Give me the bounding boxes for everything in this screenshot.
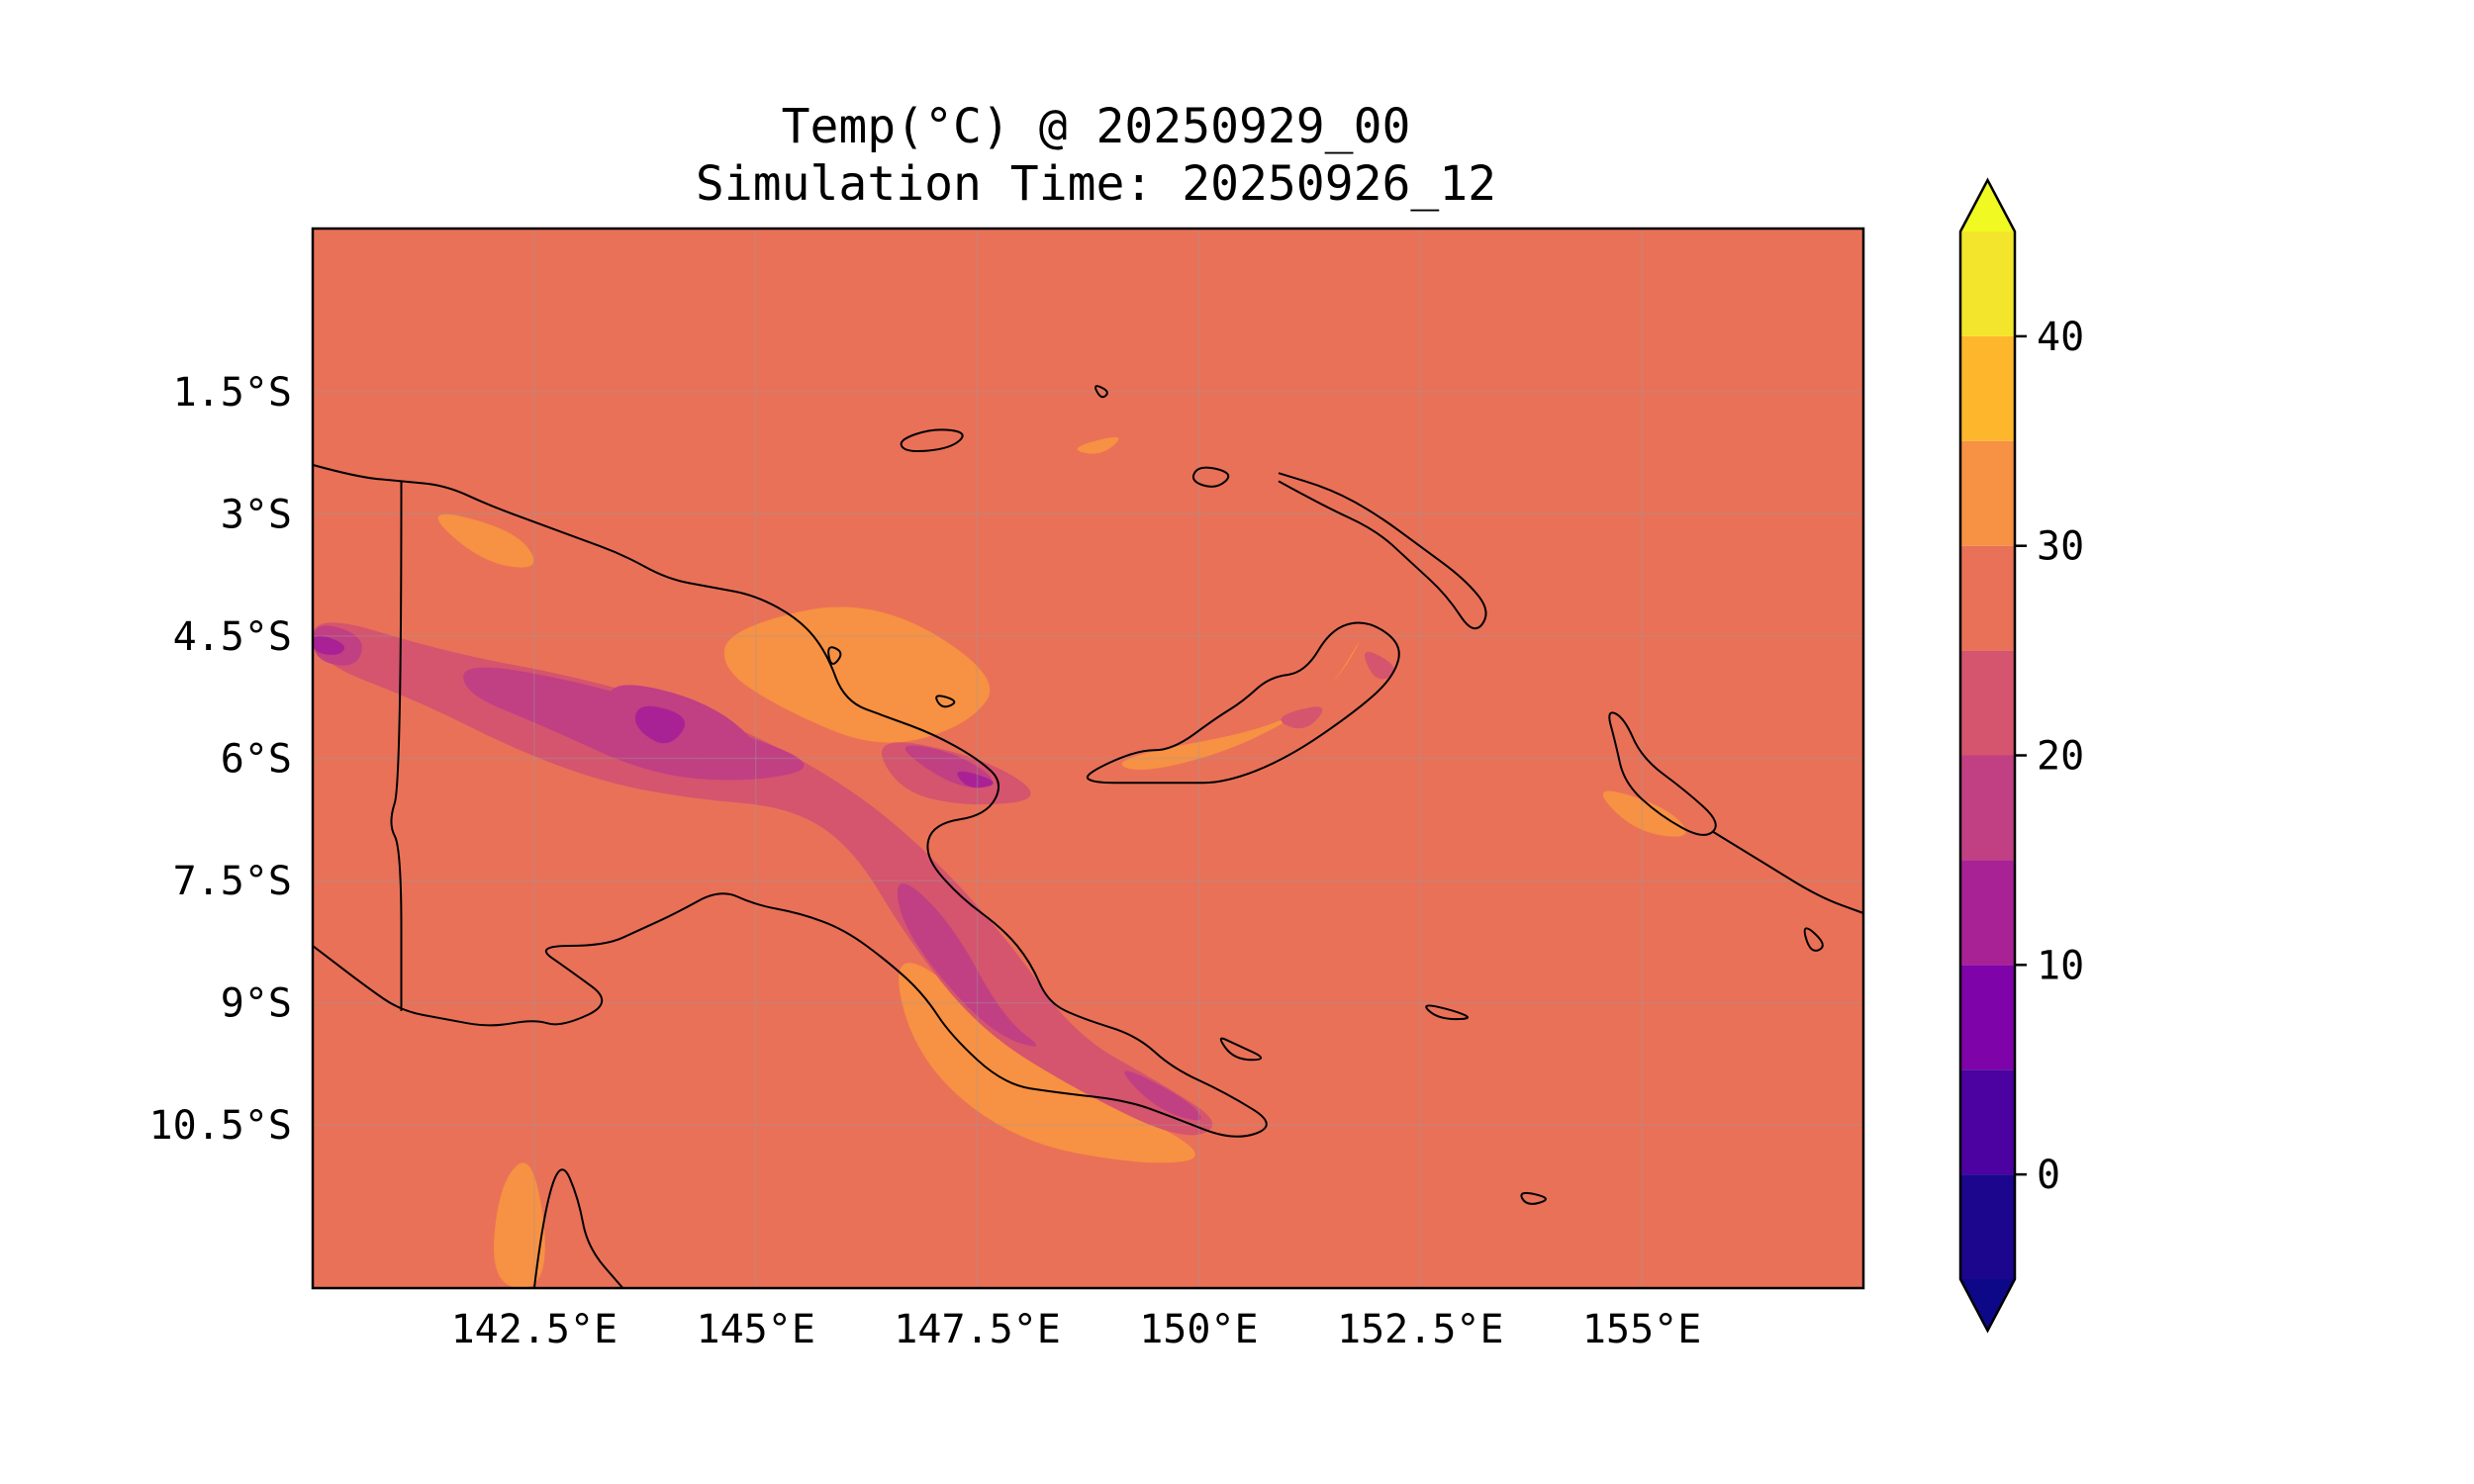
temperature-region-17 [313, 635, 345, 655]
colorbar-segment-2 [1960, 965, 2015, 1070]
temperature-contours [313, 436, 1686, 1288]
temperature-region-9 [1365, 651, 1394, 680]
coastline-1 [390, 481, 403, 1011]
coastline-7 [1712, 830, 1863, 914]
colorbar-tick-label-0: 0 [2037, 1153, 2060, 1198]
gridlines [313, 229, 1863, 1288]
temperature-region-1 [437, 513, 534, 568]
colorbar-extend-max [1960, 180, 2015, 232]
x-tick-label-3: 150°E [1139, 1307, 1258, 1352]
colorbar-segment-5 [1960, 650, 2015, 756]
map-frame [311, 227, 1865, 1290]
colorbar-outline [1958, 177, 2017, 1334]
temperature-region-6 [1602, 790, 1686, 837]
colorbar-segment-4 [1960, 755, 2015, 861]
map-area [313, 229, 1863, 1288]
temperature-region-14 [1124, 1070, 1201, 1121]
coastline-6 [1191, 466, 1230, 488]
x-tick-label-5: 155°E [1582, 1307, 1701, 1352]
temperature-region-19 [634, 705, 686, 744]
temperature-region-4 [494, 1162, 545, 1288]
colorbar-tick-label-1: 10 [2037, 943, 2084, 988]
temperature-region-0 [723, 606, 991, 743]
coastline-11 [935, 695, 956, 708]
temperature-region-18 [957, 771, 994, 788]
y-tick-label-1: 3°S [221, 492, 292, 537]
colorbar-tick-label-4: 40 [2037, 315, 2084, 360]
coastline-9 [1219, 1037, 1263, 1062]
x-tick-label-1: 145°E [697, 1307, 815, 1352]
colorbar-segment-0 [1960, 1174, 2015, 1279]
y-tick-label-6: 10.5°S [149, 1103, 293, 1149]
temperature-region-3 [1121, 642, 1360, 771]
coastline-10 [1520, 1191, 1547, 1205]
colorbar-segment-1 [1960, 1069, 2015, 1175]
y-tick-label-5: 9°S [221, 981, 292, 1027]
x-tick-label-4: 152.5°E [1337, 1307, 1504, 1352]
colorbar-extend-min [1960, 1279, 2015, 1331]
x-axis: 142.5°E 145°E 147.5°E 150°E 152.5°E 155°E [451, 1307, 1702, 1352]
chart-subtitle: Simulation Time: 20250926_12 [695, 156, 1497, 212]
y-axis: 1.5°S 3°S 4.5°S 6°S 7.5°S 9°S 10.5°S [149, 370, 293, 1149]
x-tick-label-2: 147.5°E [894, 1307, 1061, 1352]
colorbar: 0 10 20 30 40 [1958, 177, 2084, 1334]
colorbar-tick-label-3: 30 [2037, 524, 2084, 570]
colorbar-segment-9 [1960, 232, 2015, 336]
temperature-region-10 [1281, 706, 1323, 729]
coastline-4 [1608, 711, 1717, 836]
coastline-15 [1094, 385, 1108, 399]
coastline-12 [827, 646, 842, 665]
coastline-3 [1278, 472, 1487, 630]
coastline-14 [532, 1168, 624, 1288]
chart-title: Temp(°C) @ 20250929_00 [781, 99, 1411, 154]
coastline-0 [313, 463, 1268, 1138]
colorbar-segment-3 [1960, 860, 2015, 966]
x-tick-label-0: 142.5°E [451, 1307, 618, 1352]
temperature-region-5 [1077, 436, 1119, 454]
y-tick-label-3: 6°S [221, 737, 292, 783]
colorbar-segment-8 [1960, 335, 2015, 441]
coastline-2 [1086, 621, 1400, 785]
temperature-region-13 [898, 883, 1036, 1047]
colorbar-segment-6 [1960, 545, 2015, 651]
coastlines [313, 385, 1863, 1288]
coastline-13 [1803, 927, 1824, 952]
coastline-8 [1425, 1004, 1470, 1021]
colorbar-tick-label-2: 20 [2037, 734, 2084, 780]
coastline-5 [900, 428, 964, 453]
colorbar-segment-7 [1960, 440, 2015, 546]
y-tick-label-2: 4.5°S [173, 614, 292, 660]
y-tick-label-0: 1.5°S [173, 370, 292, 416]
y-tick-label-4: 7.5°S [173, 859, 292, 904]
